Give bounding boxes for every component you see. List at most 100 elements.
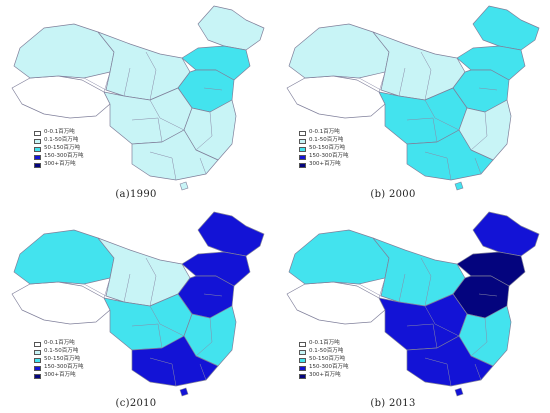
legend-item: 150-300百万吨: [299, 153, 348, 161]
legend-item: 50-150百万吨: [299, 356, 348, 364]
legend-item: 50-150百万吨: [34, 356, 83, 364]
province-border: [424, 151, 452, 181]
legend-item: 0.1-50百万吨: [299, 348, 348, 356]
province-border: [424, 305, 460, 337]
province-border: [103, 277, 111, 299]
region-south: [131, 335, 219, 387]
region-south: [406, 335, 494, 387]
legend-swatch: [34, 365, 41, 371]
legend-swatch: [34, 162, 41, 168]
province-border: [103, 71, 111, 93]
province-border: [203, 293, 223, 297]
legend-swatch: [299, 138, 306, 144]
province-border: [203, 87, 223, 91]
legend-label: 150-300百万吨: [309, 153, 349, 160]
legend-swatch: [34, 146, 41, 152]
province-border: [420, 257, 432, 307]
legend-item: 0.1-50百万吨: [34, 137, 83, 145]
map-legend: 0-0.1百万吨 0.1-50百万吨 50-150百万吨 150-300百万吨 300+…: [299, 340, 348, 380]
island-hainan: [454, 181, 464, 191]
legend-label: 0-0.1百万吨: [44, 129, 75, 136]
province-border: [420, 51, 432, 101]
legend-swatch: [299, 357, 306, 363]
legend-item: 0-0.1百万吨: [299, 129, 348, 137]
legend-item: 300+百万吨: [34, 161, 83, 169]
legend-label: 0-0.1百万吨: [44, 340, 75, 347]
region-heilongjiang: [197, 5, 265, 51]
province-border: [149, 151, 177, 181]
legend-swatch: [299, 373, 306, 379]
map-panel-2000: 0-0.1百万吨 0.1-50百万吨 50-150百万吨 150-300百万吨 300+…: [275, 0, 550, 206]
legend-item: 300+百万吨: [34, 372, 83, 380]
province-border: [57, 75, 107, 91]
legend-label: 0.1-50百万吨: [309, 137, 344, 144]
province-border: [470, 317, 488, 357]
map-legend: 0-0.1百万吨 0.1-50百万吨 50-150百万吨 150-300百万吨 300+…: [34, 340, 83, 380]
legend-label: 0-0.1百万吨: [309, 340, 340, 347]
legend-swatch: [299, 154, 306, 160]
province-border: [149, 357, 177, 387]
island-hainan: [179, 387, 189, 397]
legend-label: 50-150百万吨: [309, 145, 345, 152]
province-border: [424, 99, 460, 131]
province-border: [378, 277, 386, 299]
legend-item: 0.1-50百万吨: [299, 137, 348, 145]
china-map-2013: [286, 211, 540, 397]
region-heilongjiang: [472, 211, 540, 257]
map-caption: (b) 2000: [370, 189, 416, 200]
legend-label: 150-300百万吨: [44, 153, 84, 160]
province-border: [145, 257, 157, 307]
province-border: [470, 111, 488, 151]
legend-label: 300+百万吨: [309, 161, 341, 168]
island-hainan: [454, 387, 464, 397]
legend-item: 0-0.1百万吨: [34, 129, 83, 137]
legend-swatch: [34, 341, 41, 347]
province-border: [195, 111, 213, 151]
map-caption: (a)1990: [115, 189, 157, 200]
province-border: [131, 117, 163, 143]
map-panel-1990: 0-0.1百万吨 0.1-50百万吨 50-150百万吨 150-300百万吨 300+…: [0, 0, 275, 206]
map-panel-2010: 0-0.1百万吨 0.1-50百万吨 50-150百万吨 150-300百万吨 300+…: [0, 206, 275, 412]
china-map-1990: [11, 5, 265, 191]
region-heilongjiang: [197, 211, 265, 257]
legend-swatch: [34, 349, 41, 355]
province-border: [406, 323, 438, 349]
province-border: [57, 281, 107, 297]
legend-label: 0.1-50百万吨: [44, 348, 79, 355]
legend-swatch: [299, 162, 306, 168]
legend-swatch: [299, 146, 306, 152]
legend-label: 50-150百万吨: [309, 356, 345, 363]
legend-item: 0-0.1百万吨: [299, 340, 348, 348]
province-border: [398, 273, 406, 303]
legend-label: 300+百万吨: [309, 372, 341, 379]
province-border: [474, 157, 482, 175]
province-border: [478, 293, 498, 297]
region-tibet: [11, 281, 111, 325]
map-caption: (b) 2013: [370, 398, 416, 409]
map-caption: (c)2010: [115, 398, 157, 409]
legend-item: 0-0.1百万吨: [34, 340, 83, 348]
province-border: [123, 67, 131, 97]
legend-label: 0.1-50百万吨: [44, 137, 79, 144]
china-map-2010: [11, 211, 265, 397]
legend-item: 300+百万吨: [299, 372, 348, 380]
map-panel-2013: 0-0.1百万吨 0.1-50百万吨 50-150百万吨 150-300百万吨 300+…: [275, 206, 550, 412]
legend-item: 150-300百万吨: [34, 364, 83, 372]
legend-swatch: [34, 154, 41, 160]
legend-swatch: [34, 130, 41, 136]
legend-label: 150-300百万吨: [44, 364, 84, 371]
legend-item: 300+百万吨: [299, 161, 348, 169]
province-border: [406, 117, 438, 143]
province-border: [398, 67, 406, 97]
legend-swatch: [299, 130, 306, 136]
map-legend: 0-0.1百万吨 0.1-50百万吨 50-150百万吨 150-300百万吨 300+…: [34, 129, 83, 169]
legend-label: 300+百万吨: [44, 161, 76, 168]
province-border: [149, 99, 185, 131]
legend-label: 50-150百万吨: [44, 356, 80, 363]
legend-swatch: [34, 357, 41, 363]
legend-swatch: [34, 373, 41, 379]
legend-swatch: [299, 341, 306, 347]
region-tibet: [286, 75, 386, 119]
legend-item: 50-150百万吨: [299, 145, 348, 153]
map-legend: 0-0.1百万吨 0.1-50百万吨 50-150百万吨 150-300百万吨 300+…: [299, 129, 348, 169]
